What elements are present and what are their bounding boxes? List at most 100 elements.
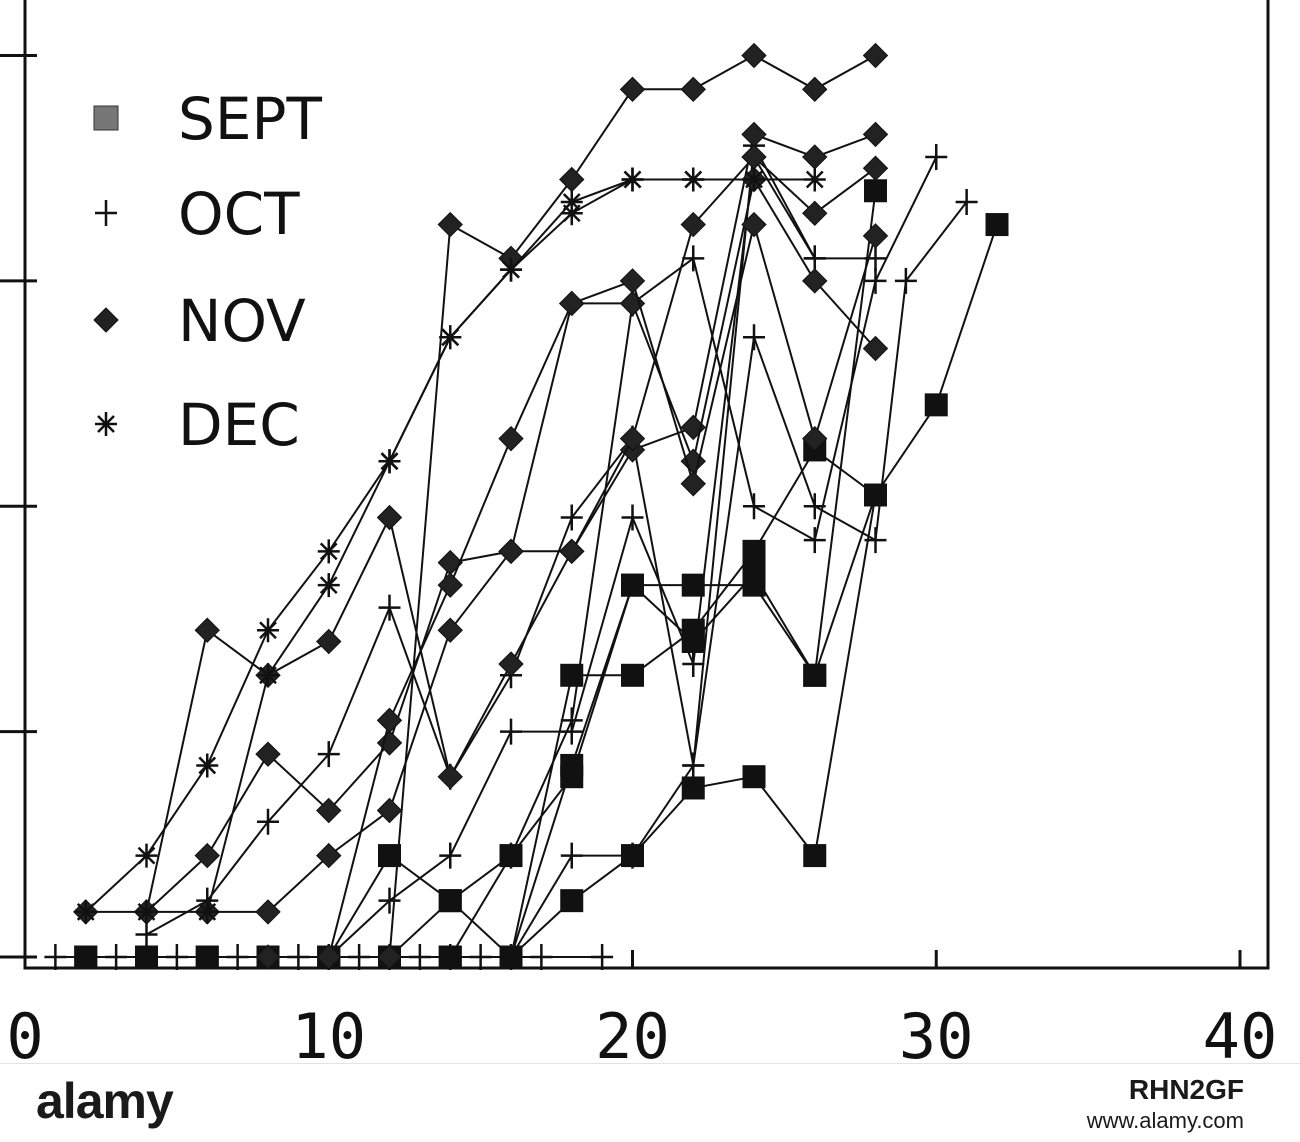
data-point xyxy=(621,663,644,687)
data-point xyxy=(439,325,462,350)
data-point xyxy=(560,753,584,777)
data-point xyxy=(135,843,158,868)
brand-logo: alamy xyxy=(36,1073,174,1129)
data-point xyxy=(255,741,281,767)
data-point xyxy=(803,245,826,272)
data-point xyxy=(165,944,188,970)
data-point xyxy=(802,425,828,452)
data-point xyxy=(802,144,828,170)
data-point xyxy=(682,245,705,272)
data-point xyxy=(560,504,583,531)
data-point xyxy=(437,764,463,790)
data-point xyxy=(681,573,705,597)
data-point xyxy=(864,179,887,203)
data-point xyxy=(530,944,553,970)
legend-item-oct: OCT xyxy=(95,180,300,248)
data-point xyxy=(924,393,948,417)
data-point xyxy=(257,618,279,643)
legend-label: SEPT xyxy=(178,85,322,153)
data-point xyxy=(95,412,117,436)
data-point xyxy=(135,921,158,948)
legend-item-sept: SEPT xyxy=(93,85,322,153)
data-point xyxy=(681,776,705,800)
data-point xyxy=(500,718,522,745)
data-point xyxy=(438,889,462,913)
data-point xyxy=(619,268,646,294)
data-point xyxy=(741,121,767,148)
data-point xyxy=(742,562,766,586)
data-point xyxy=(741,211,767,238)
data-point xyxy=(316,628,342,655)
data-point xyxy=(498,651,524,677)
legend-label: NOV xyxy=(178,287,306,355)
data-point xyxy=(862,155,889,181)
x-tick-label: 40 xyxy=(1203,1000,1278,1073)
series-line xyxy=(85,133,876,913)
x-tick-label: 10 xyxy=(291,1000,366,1073)
data-point xyxy=(560,842,583,869)
series-line xyxy=(510,201,968,958)
data-point xyxy=(680,471,706,497)
data-point xyxy=(500,257,522,282)
data-point xyxy=(378,844,401,868)
series-nov xyxy=(376,42,889,970)
data-point xyxy=(500,842,522,869)
image-id: RHN2GF xyxy=(1128,1074,1244,1105)
data-point xyxy=(376,944,403,970)
data-point xyxy=(135,899,158,924)
data-point xyxy=(44,944,67,970)
series-oct xyxy=(378,143,948,970)
data-point xyxy=(559,166,585,193)
data-point xyxy=(862,335,889,362)
data-point xyxy=(803,167,826,192)
data-point xyxy=(378,887,401,914)
data-point xyxy=(742,539,766,563)
site-url: www.alamy.com xyxy=(1086,1108,1244,1133)
data-point xyxy=(682,651,705,678)
data-point xyxy=(437,211,463,238)
data-point xyxy=(803,527,826,554)
data-point xyxy=(621,167,644,192)
data-point xyxy=(196,899,219,924)
data-point xyxy=(802,200,828,226)
data-point xyxy=(316,944,342,970)
data-point xyxy=(255,899,281,925)
data-point xyxy=(559,290,585,317)
plot-area xyxy=(44,42,1009,970)
plot-border xyxy=(23,0,1270,970)
data-point xyxy=(498,538,524,565)
data-point xyxy=(500,944,522,970)
data-point xyxy=(376,504,403,531)
data-point xyxy=(196,753,219,778)
data-point xyxy=(498,425,524,452)
data-point xyxy=(194,617,220,643)
data-point xyxy=(803,493,826,520)
data-point xyxy=(376,797,403,824)
data-point xyxy=(560,889,584,913)
data-point xyxy=(743,324,765,351)
data-point xyxy=(378,449,401,474)
data-point xyxy=(862,223,889,249)
series-line xyxy=(146,142,816,936)
data-point xyxy=(741,42,767,69)
data-point xyxy=(469,944,492,970)
data-point xyxy=(317,741,340,768)
series-line xyxy=(146,178,694,913)
data-point xyxy=(894,267,917,294)
data-point xyxy=(439,944,462,970)
data-point xyxy=(93,307,119,333)
data-point xyxy=(682,167,705,192)
data-point xyxy=(864,527,887,554)
series-oct xyxy=(135,132,826,948)
data-point xyxy=(743,493,765,520)
legend-swatch xyxy=(93,105,119,131)
data-point xyxy=(257,663,279,688)
data-point xyxy=(619,76,646,103)
data-point xyxy=(376,707,403,734)
data-point xyxy=(348,944,371,970)
data-point xyxy=(376,730,403,756)
data-point xyxy=(437,572,463,598)
series-line xyxy=(328,153,876,958)
x-tick-label: 0 xyxy=(6,1000,43,1073)
series-nov xyxy=(255,211,889,970)
